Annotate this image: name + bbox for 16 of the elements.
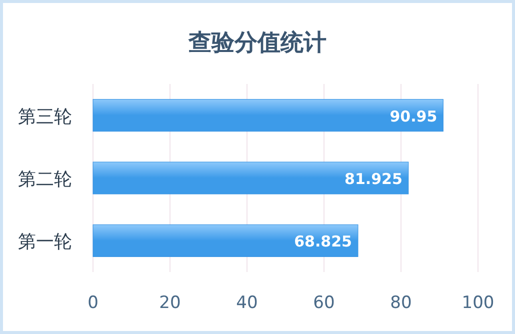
y-tick-label: 第二轮 — [18, 169, 72, 190]
y-tick-label: 第一轮 — [18, 232, 72, 253]
data-label: 81.925 — [344, 170, 402, 188]
y-tick-label: 第三轮 — [18, 106, 72, 128]
x-tick-label: 40 — [236, 293, 258, 313]
data-label: 68.825 — [294, 232, 352, 251]
x-tick-label: 0 — [88, 293, 98, 313]
x-tick-label: 60 — [313, 293, 335, 313]
bar — [92, 162, 409, 194]
chart-title: 查验分值统计 — [188, 30, 326, 56]
data-label: 90.95 — [390, 107, 438, 126]
x-tick-label: 80 — [390, 293, 412, 313]
bar — [92, 99, 444, 132]
x-tick-label: 20 — [159, 293, 181, 313]
x-tick-label: 100 — [462, 293, 494, 313]
bar — [92, 224, 358, 257]
